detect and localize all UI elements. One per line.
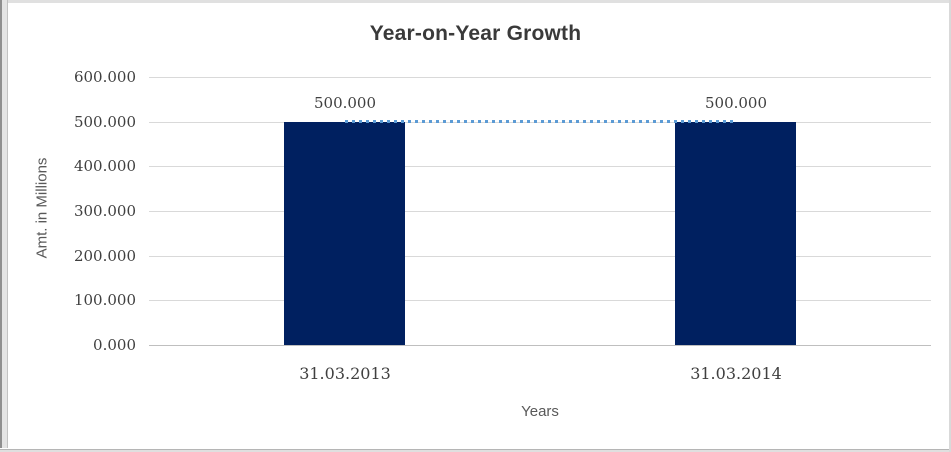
- trend-line: [345, 120, 736, 123]
- data-label: 500.000: [704, 94, 768, 112]
- y-axis-tick-label: 500.000: [73, 113, 136, 131]
- chart-title: Year-on-Year Growth: [369, 22, 582, 45]
- gridline: [149, 345, 931, 346]
- window-frame-right: [949, 0, 951, 452]
- y-axis-tick-label: 300.000: [73, 202, 136, 220]
- gridline: [149, 256, 931, 257]
- window-frame-bottom: [0, 448, 951, 452]
- gridline: [149, 211, 931, 212]
- window-frame-top: [0, 0, 951, 3]
- window-frame-left: [0, 0, 8, 452]
- data-label: 500.000: [313, 94, 377, 112]
- y-axis-tick-label: 600.000: [73, 68, 136, 86]
- y-axis-tick-label: 100.000: [73, 291, 136, 309]
- x-axis-category-label: 31.03.2014: [690, 364, 782, 383]
- bar: [284, 122, 405, 345]
- bar: [675, 122, 796, 345]
- x-axis-category-label: 31.03.2013: [299, 364, 391, 383]
- y-axis-tick-label: 0.000: [93, 336, 136, 354]
- y-axis-tick-label: 400.000: [73, 157, 136, 175]
- gridline: [149, 77, 931, 78]
- gridline: [149, 166, 931, 167]
- y-axis-tick-label: 200.000: [73, 247, 136, 265]
- gridline: [149, 300, 931, 301]
- x-axis-title: Years: [521, 403, 559, 420]
